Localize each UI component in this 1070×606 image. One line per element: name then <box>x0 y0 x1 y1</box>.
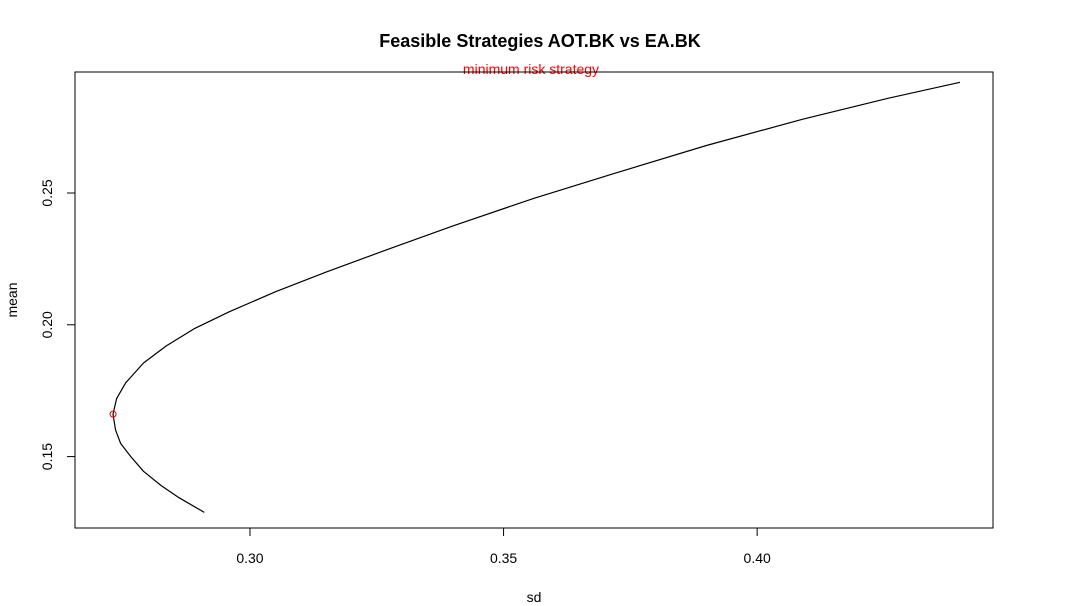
y-tick-label: 0.20 <box>39 311 55 338</box>
chart-subtitle: minimum risk strategy <box>463 61 599 77</box>
x-axis-label: sd <box>527 589 542 605</box>
frontier-line <box>112 81 961 513</box>
y-axis-label: mean <box>4 282 20 317</box>
series-layer <box>112 81 961 513</box>
chart-title: Feasible Strategies AOT.BK vs EA.BK <box>379 31 700 51</box>
minimum-risk-point <box>109 410 117 418</box>
x-tick-label: 0.30 <box>236 550 263 566</box>
y-tick-label: 0.15 <box>39 443 55 470</box>
marker-layer <box>109 410 117 418</box>
y-axis: 0.15 0.20 0.25 <box>39 179 76 470</box>
x-tick-label: 0.40 <box>744 550 771 566</box>
x-tick-label: 0.35 <box>490 550 517 566</box>
x-axis: 0.30 0.35 0.40 <box>236 527 771 566</box>
y-tick-label: 0.25 <box>39 179 55 206</box>
plot-frame <box>74 71 994 529</box>
